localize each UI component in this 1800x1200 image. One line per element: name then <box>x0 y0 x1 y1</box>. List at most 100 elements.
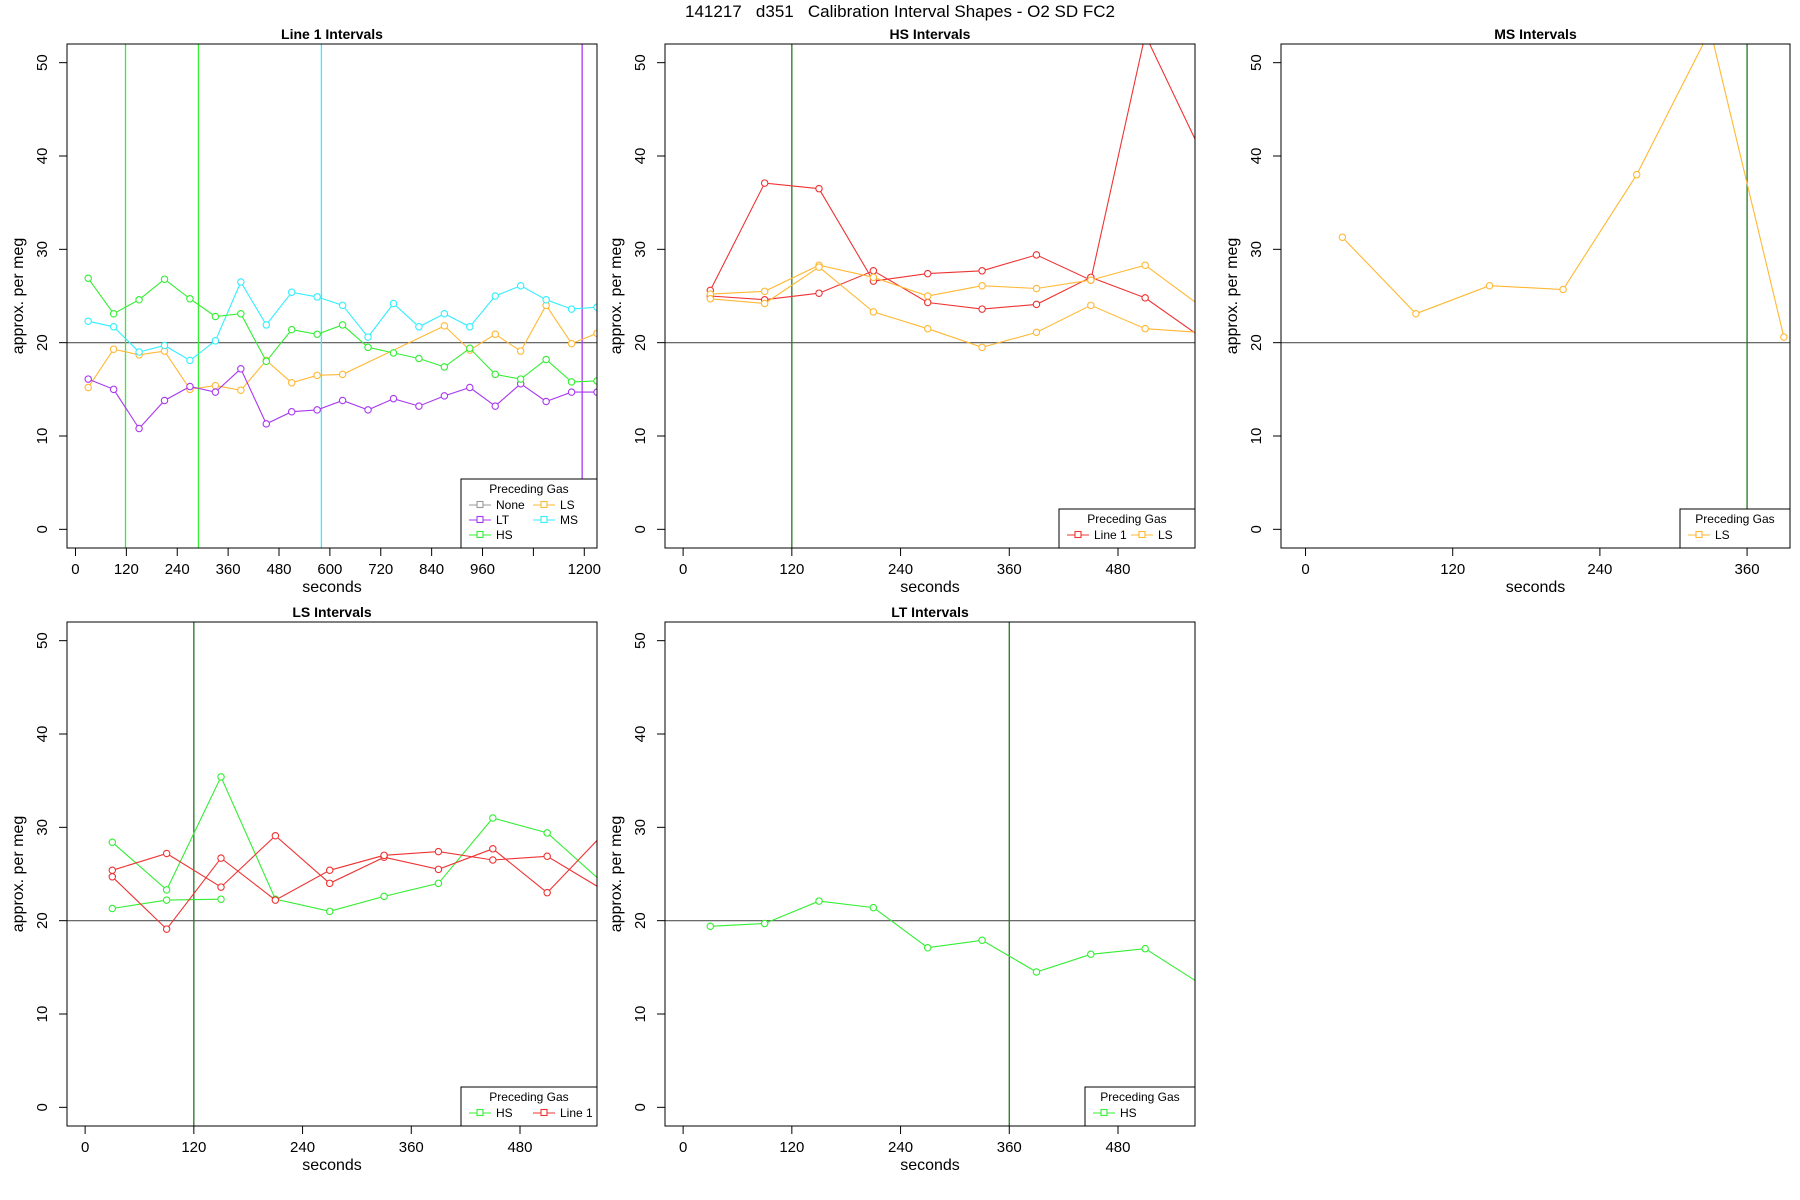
data-point <box>815 184 823 193</box>
data-point <box>1196 333 1202 339</box>
data-point <box>489 814 497 822</box>
legend-label: None <box>496 498 525 512</box>
legend: Preceding Gas LS <box>1679 508 1791 549</box>
data-point <box>1632 170 1641 179</box>
y-tick-label: 10 <box>34 428 51 445</box>
data-point <box>1141 944 1149 953</box>
x-tick-label: 360 <box>1735 561 1760 578</box>
x-tick-label: 120 <box>181 1139 206 1156</box>
legend-item-ls: LS <box>533 498 575 512</box>
data-point <box>760 919 769 928</box>
y-tick-label: 0 <box>632 1103 649 1111</box>
x-tick-label: 120 <box>779 1139 804 1156</box>
data-point <box>109 323 118 331</box>
data-point <box>380 892 388 901</box>
series-ms-3 <box>84 278 597 365</box>
data-point <box>364 343 372 352</box>
legend-label: HS <box>496 1106 513 1120</box>
x-tick-label: 480 <box>1105 561 1130 578</box>
y-axis-label: approx. per meg <box>608 816 625 933</box>
y-tick-label: 40 <box>34 726 51 743</box>
y-tick-label: 20 <box>34 334 51 351</box>
legend-item-hs: HS <box>469 1106 513 1120</box>
data-point <box>1338 233 1347 241</box>
data-point <box>262 321 271 329</box>
series-line-1-1 <box>706 44 1195 295</box>
data-point <box>491 370 499 379</box>
plot-area <box>1281 44 1790 548</box>
y-tick-label: 10 <box>632 1006 649 1023</box>
x-tick-label: 120 <box>1440 561 1465 578</box>
y-tick-label: 0 <box>34 1103 51 1111</box>
legend-marker <box>476 500 484 509</box>
x-axis: 0 120 240 360 480 seconds <box>81 1126 533 1174</box>
legend-box <box>1084 1086 1196 1127</box>
data-point <box>815 289 823 297</box>
data-point <box>415 323 423 331</box>
legend-marker <box>1695 530 1703 539</box>
series-line <box>111 851 597 930</box>
legend: Preceding Gas Line 1 LS <box>1058 508 1196 549</box>
data-point <box>237 278 245 286</box>
x-tick-label: 480 <box>1105 1139 1130 1156</box>
y-axis-label: approx. per meg <box>608 238 625 355</box>
y-tick-label: 50 <box>34 632 51 649</box>
data-point <box>84 375 92 383</box>
series-ls-3 <box>706 261 1195 303</box>
x-tick-label: 120 <box>114 561 139 578</box>
x-tick-label: 0 <box>679 1139 687 1156</box>
legend-item-ls: LS <box>1131 528 1173 542</box>
data-point <box>313 330 321 339</box>
data-point <box>186 295 194 303</box>
x-tick-label: 480 <box>507 1139 532 1156</box>
data-point <box>1196 980 1202 986</box>
data-point <box>186 356 194 365</box>
data-point <box>287 325 296 334</box>
legend-marker <box>1074 530 1082 539</box>
data-point <box>1032 251 1041 259</box>
x-tick-label: 480 <box>266 561 291 578</box>
x-axis-label: seconds <box>900 1157 960 1174</box>
data-point <box>567 378 576 386</box>
data-point <box>440 309 449 318</box>
data-point <box>389 394 398 403</box>
data-point <box>1087 301 1095 310</box>
y-tick-label: 30 <box>34 819 51 836</box>
series-ls-4 <box>706 263 1195 352</box>
y-axis: 0 10 20 30 40 50 approx. per meg <box>608 632 665 1112</box>
data-point <box>869 308 878 316</box>
legend-box <box>460 1086 598 1127</box>
data-point <box>211 312 220 321</box>
data-point <box>325 907 334 916</box>
data-point <box>489 856 497 864</box>
legend-label: LS <box>1158 528 1173 542</box>
y-tick-label: 40 <box>632 726 649 743</box>
data-point <box>211 388 220 396</box>
data-point <box>1032 328 1041 337</box>
data-point <box>489 845 497 853</box>
data-point <box>543 852 551 861</box>
data-point <box>516 281 525 290</box>
x-tick-label: 720 <box>368 561 393 578</box>
data-point <box>1032 284 1041 293</box>
y-tick-label: 30 <box>34 241 51 258</box>
chart-panel-4: LS Intervals 0 120 240 360 480 seconds 0 10 20 30 4… <box>10 604 598 1174</box>
y-tick-label: 10 <box>34 1006 51 1023</box>
data-point <box>108 904 117 913</box>
legend-marker <box>476 1108 484 1117</box>
data-point <box>338 321 347 329</box>
data-point <box>923 292 932 300</box>
data-point <box>186 382 194 391</box>
series-line <box>710 264 1195 303</box>
x-tick-label: 240 <box>290 1139 315 1156</box>
series-line-1-4 <box>108 847 597 933</box>
data-point <box>1412 309 1420 318</box>
data-point <box>325 879 334 888</box>
y-tick-label: 10 <box>632 428 649 445</box>
series-line <box>87 277 597 383</box>
data-point <box>706 295 715 303</box>
y-tick-label: 20 <box>632 912 649 929</box>
data-point <box>135 348 143 356</box>
data-point <box>162 896 171 904</box>
